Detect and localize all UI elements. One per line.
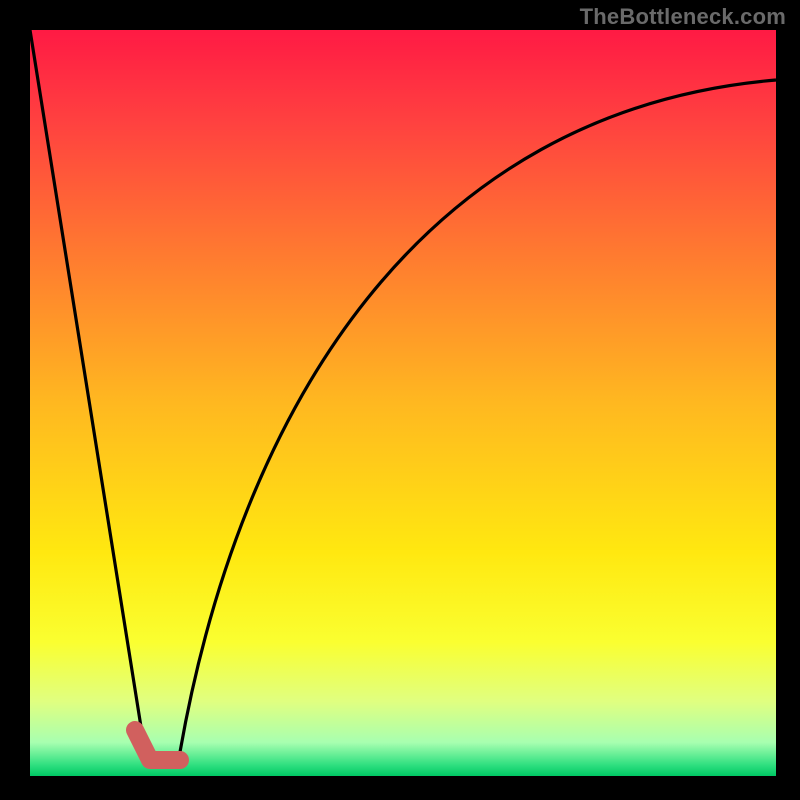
watermark-text: TheBottleneck.com xyxy=(580,4,786,30)
chart-container: { "watermark": "TheBottleneck.com", "can… xyxy=(0,0,800,800)
bottleneck-chart xyxy=(0,0,800,800)
gradient-background xyxy=(30,30,776,776)
